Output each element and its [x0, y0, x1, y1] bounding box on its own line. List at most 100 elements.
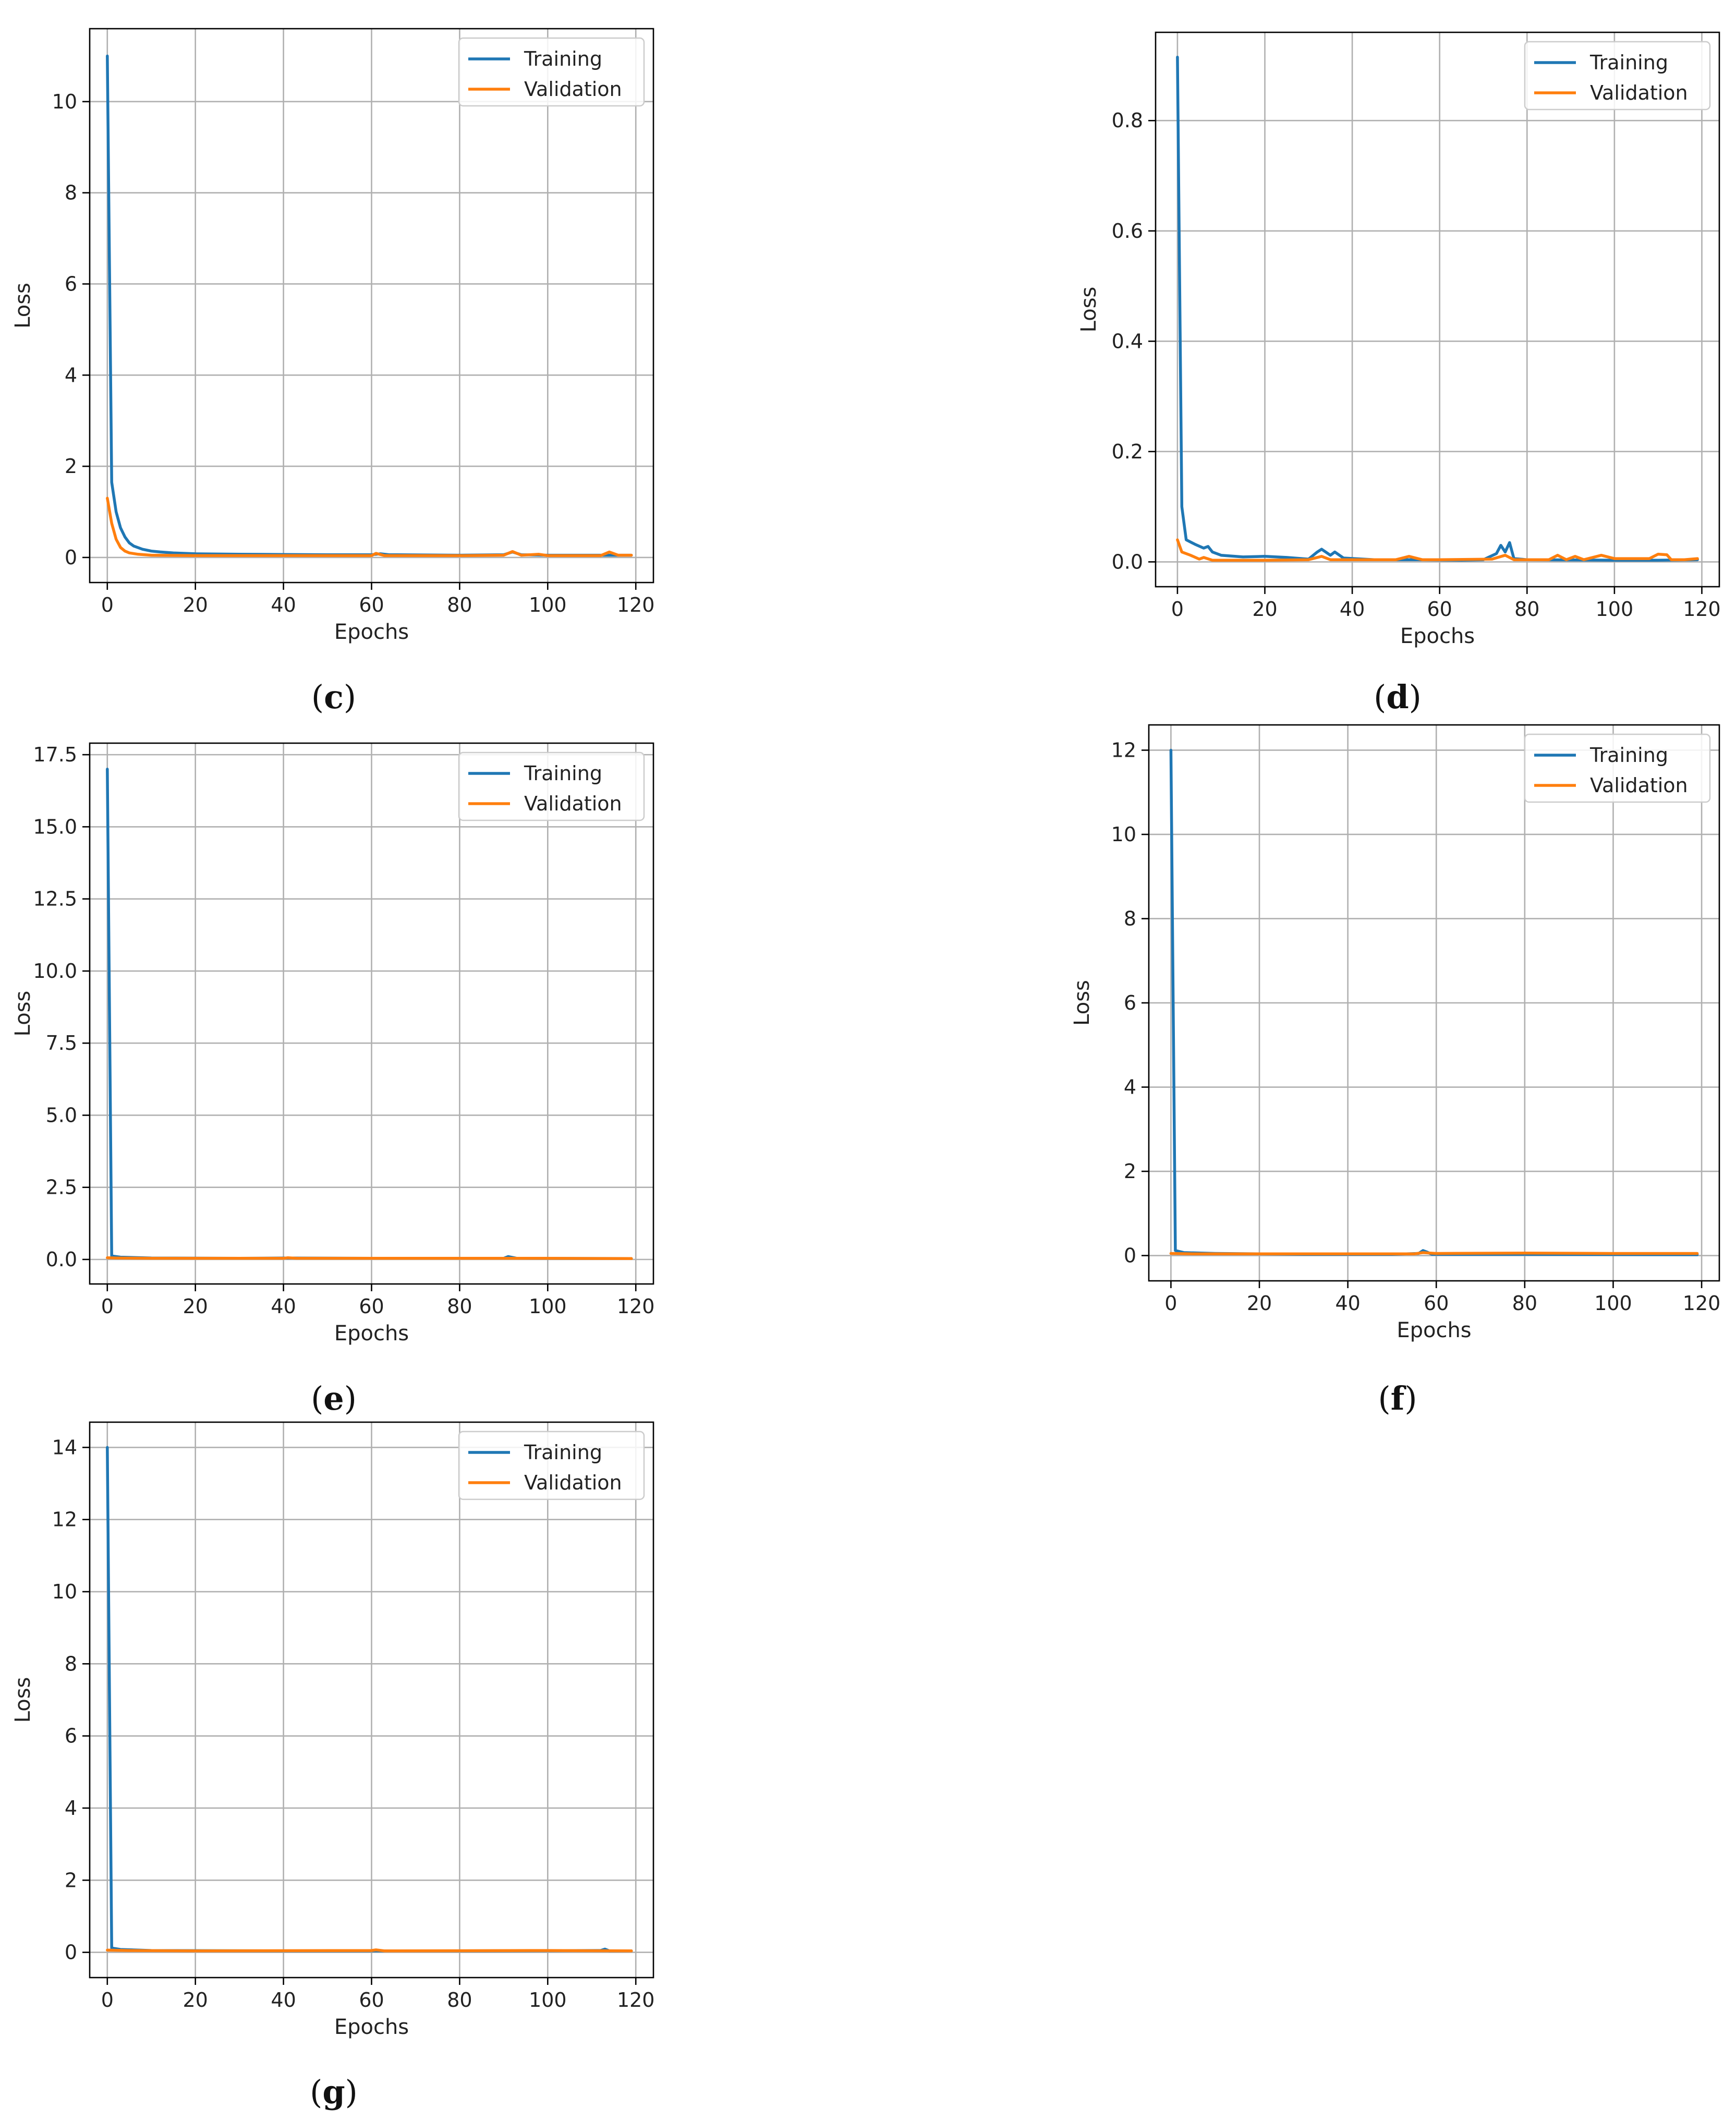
x-tick-label: 120: [617, 1989, 655, 2011]
y-tick-label: 4: [1124, 1076, 1136, 1099]
axes-frame: [89, 742, 654, 1285]
chart-panel-c: 0 20 40 60 80 100 120 0 2 4 6 8 10 Epochs Loss Training…: [11, 28, 655, 644]
legend-label-validation: Validation: [524, 1471, 622, 1494]
y-axis-label: Loss: [11, 1677, 35, 1723]
y-tick-label: 10: [1111, 823, 1136, 846]
x-tick-label: 60: [1427, 598, 1452, 621]
series-line-validation: [106, 496, 633, 557]
panel-caption-e: (e): [311, 1379, 357, 1417]
y-tick-label: 8: [1124, 907, 1136, 930]
y-tick-label: 6: [65, 1725, 77, 1748]
y-tick-label: 0: [65, 1941, 77, 1964]
y-tick-label: 0.0: [1112, 550, 1143, 573]
x-tick-label: 60: [1424, 1292, 1449, 1315]
y-tick-label: 6: [65, 272, 77, 295]
x-tick-label: 80: [447, 593, 472, 616]
x-tick-label: 0: [101, 1989, 114, 2011]
x-tick-label: 120: [1683, 598, 1721, 621]
legend-label-validation: Validation: [524, 78, 622, 101]
series-line-training: [1176, 55, 1699, 562]
chart-panel-d: 0 20 40 60 80 100 120 0.0 0.2 0.4 0.6 0.8 Epochs Loss…: [1077, 31, 1721, 648]
x-axis-label: Epochs: [334, 1322, 409, 1346]
y-tick-label: 12: [1111, 738, 1136, 761]
y-tick-label: 17.5: [33, 743, 77, 766]
y-tick-label: 12.5: [33, 888, 77, 911]
y-axis-label: Loss: [11, 991, 35, 1037]
legend-label-training: Training: [524, 762, 602, 785]
legend-label-validation: Validation: [1590, 81, 1688, 104]
y-tick-label: 10: [52, 1580, 77, 1603]
x-tick-label: 60: [359, 593, 384, 616]
axes-frame: [1155, 31, 1720, 588]
y-tick-label: 2: [1124, 1160, 1136, 1183]
series-line-validation: [106, 1948, 633, 1953]
panel-caption-g: (g): [310, 2073, 358, 2111]
x-tick-label: 0: [1164, 1292, 1177, 1315]
x-tick-label: 40: [1340, 598, 1365, 621]
y-tick-label: 8: [65, 181, 77, 204]
y-tick-label: 0.8: [1112, 109, 1143, 132]
y-tick-label: 4: [65, 1797, 77, 1820]
x-tick-label: 60: [359, 1295, 384, 1318]
x-tick-label: 80: [1514, 598, 1539, 621]
y-tick-label: 2: [65, 455, 77, 478]
x-tick-label: 40: [271, 1989, 296, 2011]
x-tick-label: 0: [1171, 598, 1184, 621]
x-tick-label: 20: [183, 1295, 208, 1318]
x-axis-label: Epochs: [334, 620, 409, 644]
x-tick-label: 100: [1594, 1292, 1632, 1315]
chart-panel-g: 0 20 40 60 80 100 120 0 2 4 6 8 10 12 14 Epochs Loss Trai…: [11, 1421, 655, 2039]
x-tick-label: 120: [617, 593, 655, 616]
series-line-training: [106, 54, 633, 557]
legend-label-training: Training: [1589, 51, 1668, 74]
series-line-training: [106, 1446, 633, 1953]
y-tick-label: 7.5: [46, 1032, 77, 1055]
y-tick-label: 2.5: [46, 1176, 77, 1199]
y-axis-label: Loss: [11, 283, 35, 329]
x-tick-label: 20: [1252, 598, 1277, 621]
y-tick-label: 0.4: [1112, 330, 1143, 353]
chart-panel-e: 0 20 40 60 80 100 120 0.0 2.5 5.0 7.5 10.0 12.5 15.0 1…: [11, 742, 655, 1346]
x-tick-label: 20: [1247, 1292, 1272, 1315]
panel-caption-c: (c): [311, 678, 357, 716]
y-tick-label: 2: [65, 1869, 77, 1892]
y-tick-label: 14: [52, 1436, 77, 1459]
series-line-validation: [106, 1256, 633, 1261]
x-tick-label: 100: [529, 1295, 567, 1318]
series-line-validation: [1169, 1251, 1699, 1256]
legend-label-training: Training: [1589, 744, 1668, 767]
legend-label-validation: Validation: [524, 792, 622, 815]
y-tick-label: 0: [65, 546, 77, 569]
y-tick-label: 6: [1124, 991, 1136, 1014]
x-axis-label: Epochs: [1397, 1318, 1471, 1342]
y-tick-label: 0.0: [46, 1248, 77, 1271]
y-tick-label: 0.2: [1112, 440, 1143, 463]
y-axis-label: Loss: [1070, 980, 1094, 1026]
series-line-training: [106, 768, 633, 1261]
x-tick-label: 40: [1335, 1292, 1360, 1315]
x-tick-label: 20: [183, 1989, 208, 2011]
axes-frame: [89, 28, 654, 584]
y-tick-label: 10.0: [33, 960, 77, 983]
x-axis-label: Epochs: [1400, 624, 1475, 648]
x-tick-label: 80: [447, 1989, 472, 2011]
y-tick-label: 12: [52, 1508, 77, 1531]
x-tick-label: 120: [1683, 1292, 1721, 1315]
panel-caption-d: (d): [1374, 678, 1422, 716]
x-tick-label: 20: [183, 593, 208, 616]
y-tick-label: 15.0: [33, 815, 77, 838]
x-tick-label: 100: [1596, 598, 1634, 621]
x-tick-label: 40: [271, 1295, 296, 1318]
x-tick-label: 80: [447, 1295, 472, 1318]
legend-label-validation: Validation: [1590, 774, 1688, 797]
y-tick-label: 4: [65, 363, 77, 386]
x-tick-label: 120: [617, 1295, 655, 1318]
x-tick-label: 100: [529, 593, 567, 616]
y-tick-label: 0.6: [1112, 220, 1143, 243]
y-axis-label: Loss: [1077, 287, 1101, 333]
x-tick-label: 0: [101, 1295, 114, 1318]
y-tick-label: 0: [1124, 1244, 1136, 1267]
y-tick-label: 5.0: [46, 1104, 77, 1126]
x-axis-label: Epochs: [334, 2015, 409, 2039]
